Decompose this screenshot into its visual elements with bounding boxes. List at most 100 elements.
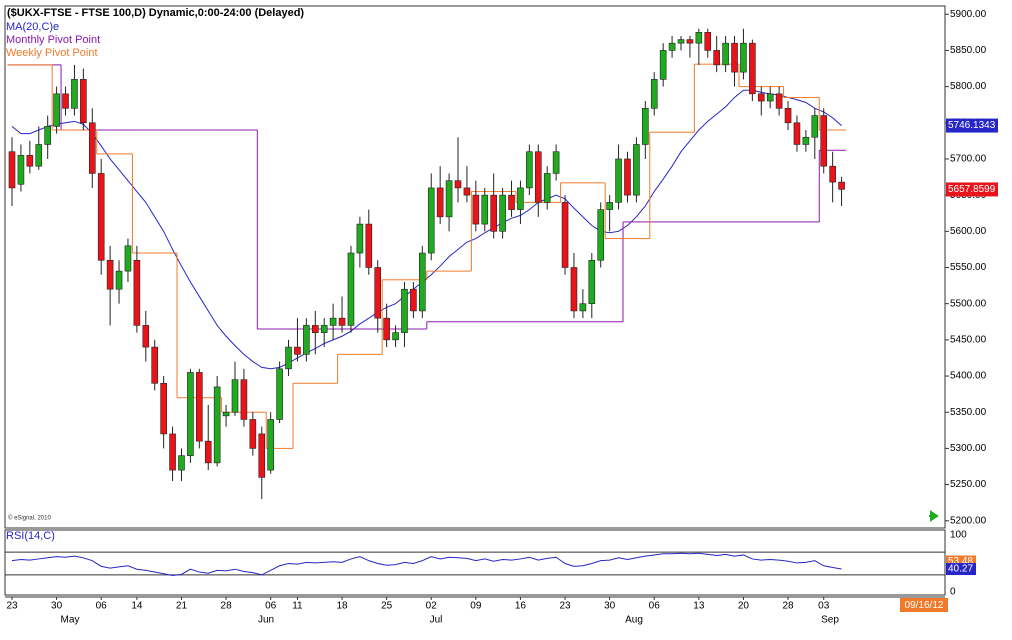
candle-body <box>508 194 515 210</box>
candle-body <box>44 126 51 145</box>
candle-body <box>454 180 462 189</box>
candle-body <box>71 79 78 109</box>
legend-entry: Monthly Pivot Point <box>6 34 100 46</box>
candle-body <box>222 411 230 417</box>
candle-body <box>784 108 792 124</box>
y-tick-label: 5850.00 <box>950 45 987 56</box>
y-tick-label: 5800.00 <box>950 81 987 92</box>
candle-body <box>615 158 622 203</box>
candle-body <box>731 42 738 73</box>
candle-body <box>668 42 676 51</box>
candle-body <box>695 32 703 44</box>
y-tick-label: 5400.00 <box>950 371 987 382</box>
legend-entry: MA(20,C)e <box>6 21 59 33</box>
candle-body <box>561 202 569 268</box>
candle-body <box>766 93 774 102</box>
candle-body <box>793 122 801 145</box>
candle-body <box>240 379 248 420</box>
candle-body <box>811 115 819 138</box>
candle-body <box>97 173 105 261</box>
x-tick-label: 28 <box>221 601 233 612</box>
candle-body <box>642 108 649 145</box>
x-tick-label: 25 <box>381 601 393 612</box>
x-tick-label: 20 <box>738 601 750 612</box>
candle-body <box>534 151 542 203</box>
candle-body <box>490 194 497 232</box>
rsi-marker-box <box>946 563 976 576</box>
price-marker-label: 5746.1343 <box>948 120 996 131</box>
candle-body <box>62 93 69 109</box>
candle-body <box>552 151 560 174</box>
y-tick-label: 5200.00 <box>950 515 987 526</box>
x-tick-label: 09 <box>470 601 482 612</box>
price-panel <box>4 5 946 529</box>
y-tick-label: 5250.00 <box>950 479 987 490</box>
month-label: Jul <box>430 615 443 626</box>
y-tick-label: 5500.00 <box>950 298 987 309</box>
candle-body <box>740 42 747 73</box>
candle-body <box>472 194 480 225</box>
candle-body <box>365 223 373 268</box>
candle-body <box>338 317 346 326</box>
candle-body <box>579 303 587 312</box>
candle-body <box>677 39 685 44</box>
candle-body <box>160 382 167 435</box>
candle-body <box>249 419 257 449</box>
x-tick-label: 02 <box>426 601 438 612</box>
x-tick-label: 06 <box>265 601 277 612</box>
candle-body <box>722 42 729 66</box>
candle-body <box>445 180 453 218</box>
candle-body <box>267 419 274 471</box>
candle-body <box>124 245 132 272</box>
x-tick-label: 18 <box>336 601 348 612</box>
x-tick-label: 28 <box>782 601 794 612</box>
candle-body <box>392 332 399 341</box>
candle-body <box>588 259 596 304</box>
candle-body <box>597 209 605 261</box>
x-tick-label: 21 <box>176 601 188 612</box>
candle-body <box>802 136 810 145</box>
x-tick-label: 14 <box>131 601 143 612</box>
candle-body <box>713 50 720 66</box>
candle-body <box>401 288 408 333</box>
candle-body <box>320 325 328 333</box>
x-tick-label: 06 <box>649 601 661 612</box>
candle-body <box>570 267 578 312</box>
candle-body <box>26 155 34 167</box>
candle-body <box>106 259 114 290</box>
rsi-line <box>11 552 842 576</box>
candle-body <box>303 325 310 355</box>
candle-body <box>213 386 221 464</box>
candle-body <box>410 288 417 312</box>
candle-body <box>481 194 489 225</box>
y-tick-label: 5600.00 <box>950 226 987 237</box>
candle-body <box>231 379 239 413</box>
candle-body <box>8 151 16 189</box>
candle-body <box>88 122 96 174</box>
candle-body <box>151 346 159 384</box>
candle-body <box>80 79 87 124</box>
candle-body <box>35 144 43 167</box>
price-marker-box <box>946 118 998 133</box>
candle-body <box>427 187 435 254</box>
candle-body <box>294 346 301 355</box>
y-tick-label: 5450.00 <box>950 335 987 346</box>
rsi-tick-label: 100 <box>950 530 967 541</box>
month-label: May <box>61 615 80 626</box>
candle-body <box>829 165 836 183</box>
x-tick-label: 11 <box>292 601 303 612</box>
scroll-icon[interactable] <box>929 510 939 522</box>
rsi-marker-label: 40.27 <box>948 564 973 575</box>
date-stamp-box <box>900 598 948 612</box>
candle-body <box>650 79 658 109</box>
candle-body <box>659 50 667 80</box>
y-tick-label: 5900.00 <box>950 9 987 20</box>
candle-body <box>374 267 382 319</box>
candle-body <box>169 433 176 471</box>
month-label: Jun <box>258 615 274 626</box>
y-tick-label: 5550.00 <box>950 262 987 273</box>
candle-body <box>749 42 756 95</box>
chart-title: ($UKX-FTSE - FTSE 100,D) Dynamic,0:00-24… <box>7 7 304 19</box>
candle-body <box>526 151 533 189</box>
candle-body <box>356 223 364 254</box>
